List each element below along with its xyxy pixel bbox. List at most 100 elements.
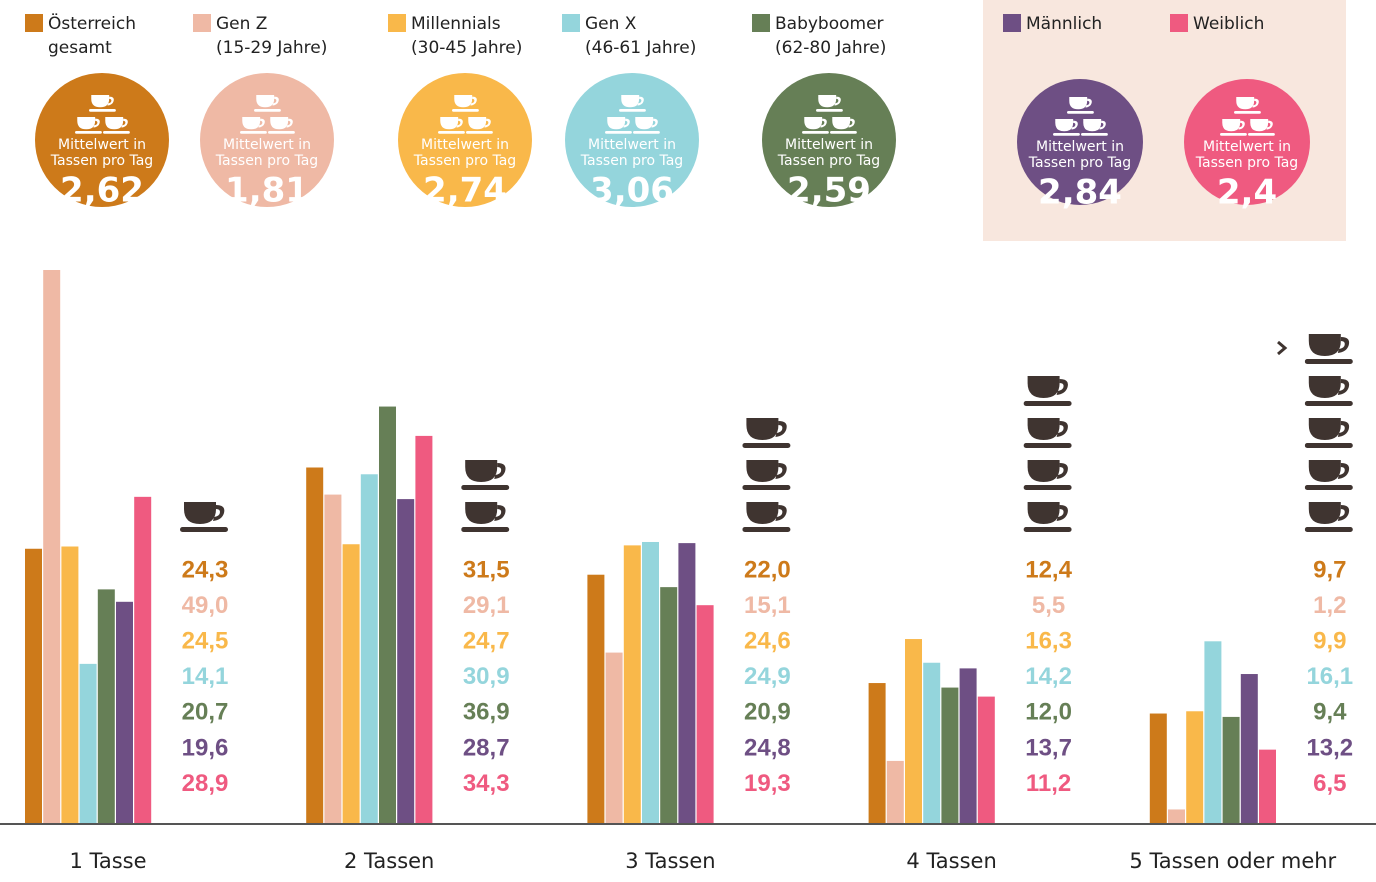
value-label: 12,4 (1025, 556, 1072, 583)
bar (342, 544, 360, 823)
cup-icon (1023, 376, 1072, 406)
cup-icon (742, 502, 791, 532)
cup-icon (1220, 119, 1247, 136)
mean-caption: Tassen pro Tag (50, 153, 153, 169)
bar (134, 496, 152, 823)
cup-icon (1304, 376, 1353, 406)
bar (1186, 711, 1204, 823)
bar (61, 546, 79, 823)
mean-circle (1017, 79, 1143, 205)
value-label: 49,0 (182, 592, 229, 619)
cup-icon (1304, 334, 1353, 364)
bar (1240, 674, 1258, 823)
mean-value: 3,06 (590, 171, 674, 211)
cup-icon (1023, 502, 1072, 532)
bar (660, 587, 678, 823)
bar (1222, 716, 1240, 823)
value-label: 24,5 (182, 628, 229, 655)
cup-icon (1023, 460, 1072, 490)
mean-caption: Mittelwert in (58, 137, 146, 153)
legend-sublabel: gesamt (48, 38, 112, 58)
cup-icon (466, 117, 493, 134)
mean-caption: Mittelwert in (223, 137, 311, 153)
mean-caption: Tassen pro Tag (777, 153, 880, 169)
bar (1149, 713, 1167, 823)
value-label: 24,7 (463, 628, 510, 655)
cup-icon (1081, 119, 1108, 136)
x-tick-label: 5 Tassen oder mehr (1129, 849, 1336, 873)
value-label: 9,7 (1313, 556, 1346, 583)
bar (642, 541, 659, 823)
cup-icon (1023, 418, 1072, 448)
cup-icon (89, 95, 116, 112)
bar (678, 543, 696, 823)
legend-swatch (25, 14, 43, 32)
mean-caption: Tassen pro Tag (580, 153, 683, 169)
legend-label: Millennials (411, 14, 501, 34)
legend-sublabel: (46-61 Jahre) (585, 38, 696, 58)
bar (941, 687, 959, 823)
bar (360, 474, 378, 823)
value-label: 24,8 (744, 734, 791, 761)
mean-circle (762, 73, 896, 207)
bar (1259, 749, 1276, 823)
mean-circle (200, 73, 334, 207)
mean-caption: Mittelwert in (421, 137, 509, 153)
value-label: 19,3 (744, 770, 791, 797)
value-label: 30,9 (463, 663, 510, 690)
mean-value: 1,81 (225, 171, 309, 211)
cup-icon (1304, 502, 1353, 532)
value-label: 28,7 (463, 734, 510, 761)
legend-swatch (1003, 14, 1021, 32)
value-label: 6,5 (1313, 770, 1346, 797)
value-label: 31,5 (463, 556, 510, 583)
legend-label: Gen X (585, 14, 637, 34)
mean-caption: Tassen pro Tag (413, 153, 516, 169)
cup-icon (830, 117, 857, 134)
cup-icon (75, 117, 102, 134)
cup-icon (461, 460, 510, 490)
bar (886, 760, 904, 823)
cup-icon (438, 117, 465, 134)
bar (605, 652, 623, 823)
mean-value: 2,84 (1038, 173, 1122, 213)
value-label: 20,7 (182, 699, 229, 726)
mean-circle (35, 73, 169, 207)
value-label: 16,3 (1025, 628, 1072, 655)
value-label: 5,5 (1032, 592, 1065, 619)
mean-caption: Tassen pro Tag (215, 153, 318, 169)
legend-label: Männlich (1026, 14, 1102, 34)
cup-icon (742, 460, 791, 490)
legend-label: Gen Z (216, 14, 267, 34)
value-label: 14,1 (182, 663, 229, 690)
bar (397, 499, 415, 823)
cup-icon (619, 95, 646, 112)
x-tick-label: 3 Tassen (625, 849, 715, 873)
value-label: 16,1 (1306, 663, 1353, 690)
cup-icon (268, 117, 295, 134)
legend-label: Babyboomer (775, 14, 884, 34)
value-label: 9,9 (1313, 628, 1346, 655)
mean-caption: Mittelwert in (1036, 139, 1124, 155)
cup-icon (254, 95, 281, 112)
more-arrow (1277, 340, 1288, 356)
x-tick-label: 2 Tassen (344, 849, 434, 873)
value-label: 1,2 (1313, 592, 1346, 619)
bar (1168, 809, 1185, 823)
mean-caption: Mittelwert in (1203, 139, 1291, 155)
mean-value: 2,59 (787, 171, 871, 211)
value-label: 14,2 (1025, 663, 1072, 690)
x-tick-label: 1 Tasse (69, 849, 146, 873)
cup-icon (1304, 418, 1353, 448)
value-label: 20,9 (744, 699, 791, 726)
value-label: 13,2 (1306, 734, 1353, 761)
cup-icon (452, 95, 479, 112)
mean-circle (1184, 79, 1310, 205)
legend-sublabel: (15-29 Jahre) (216, 38, 327, 58)
value-label: 22,0 (744, 556, 791, 583)
bar (623, 545, 641, 823)
value-label: 9,4 (1313, 699, 1347, 726)
bar (923, 662, 941, 823)
bar (97, 589, 115, 823)
